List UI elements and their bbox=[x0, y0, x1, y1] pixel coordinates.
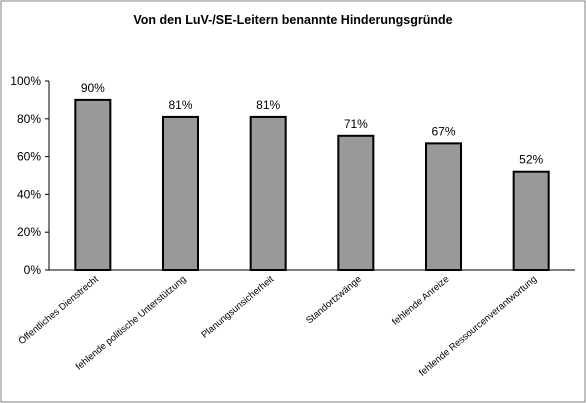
y-tick-label: 80% bbox=[17, 112, 41, 126]
data-label: 67% bbox=[431, 124, 455, 138]
y-tick-label: 60% bbox=[17, 150, 41, 164]
data-label: 90% bbox=[81, 81, 105, 95]
bar bbox=[249, 115, 287, 271]
data-label: 71% bbox=[344, 117, 368, 131]
data-label: 81% bbox=[168, 98, 192, 112]
bar bbox=[425, 142, 462, 271]
chart-title: Von den LuV-/SE-Leitern benannte Hinderu… bbox=[133, 13, 452, 27]
y-tick-label: 20% bbox=[17, 225, 41, 239]
bar bbox=[337, 134, 375, 271]
bar bbox=[74, 98, 112, 272]
y-tick-label: 0% bbox=[24, 263, 42, 277]
data-label: 81% bbox=[256, 98, 280, 112]
y-tick-label: 100% bbox=[10, 74, 41, 88]
data-label: 52% bbox=[519, 153, 543, 167]
bar bbox=[512, 170, 550, 271]
data-labels: 90% 81% 81% 71% 67% 52% bbox=[81, 81, 544, 167]
y-axis: 0% 20% 40% 60% 80% 100% bbox=[10, 74, 575, 277]
bar bbox=[162, 115, 199, 271]
y-tick-label: 40% bbox=[17, 187, 41, 201]
bars bbox=[74, 98, 550, 272]
